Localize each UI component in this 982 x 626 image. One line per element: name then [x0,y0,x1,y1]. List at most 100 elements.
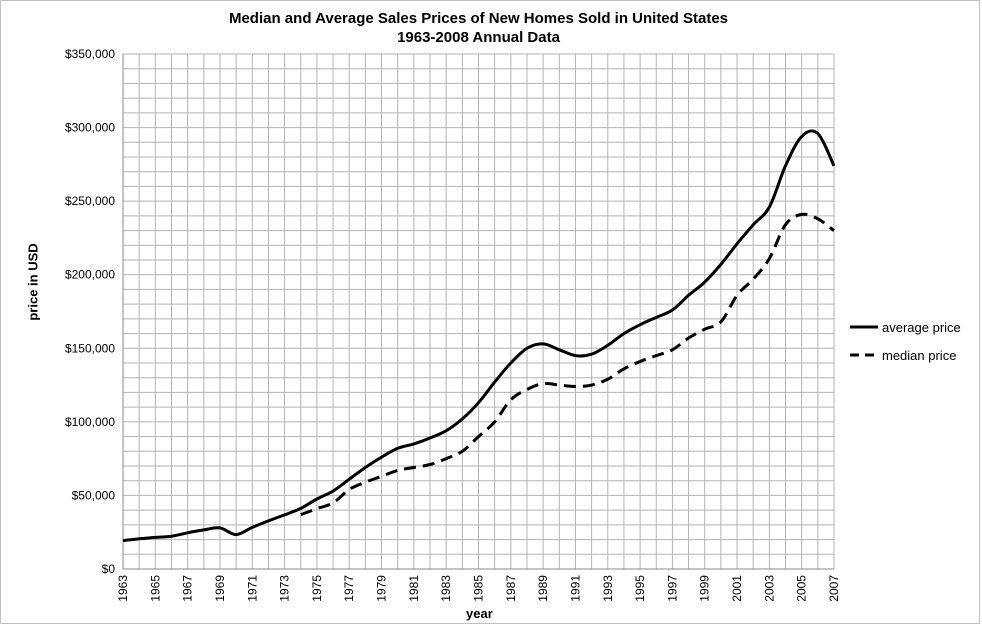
data-point-average [590,353,593,356]
data-point-average [170,535,173,538]
x-tick-label: 1997 [665,575,679,602]
y-tick-label: $0 [102,562,116,576]
data-point-median [833,229,836,232]
x-tick-label: 2001 [730,575,744,602]
y-tick-label: $250,000 [65,194,115,208]
x-tick-label: 1969 [213,575,227,602]
data-point-median [606,378,609,381]
data-point-average [412,442,415,445]
data-point-median [348,488,351,491]
data-point-median [299,513,302,516]
data-point-average [525,347,528,350]
x-tick-label: 2003 [762,575,776,602]
data-point-median [590,384,593,387]
data-point-median [493,420,496,423]
legend-label-median: median price [882,347,957,363]
data-point-average [202,528,205,531]
x-tick-label: 1995 [633,575,647,602]
data-point-average [267,519,270,522]
data-point-average [655,316,658,319]
data-point-average [816,132,819,135]
data-point-median [574,385,577,388]
data-point-average [332,490,335,493]
x-tick-label: 1979 [375,575,389,602]
data-point-average [315,497,318,500]
x-tick-label: 1965 [148,575,162,602]
y-tick-label: $150,000 [65,341,115,355]
x-tick-label: 1983 [439,575,453,602]
data-point-average [122,539,125,542]
data-point-median [509,398,512,401]
data-point-median [768,257,771,260]
data-point-average [768,206,771,209]
x-tick-label: 2005 [795,575,809,602]
data-point-average [719,263,722,266]
x-axis-label: year [466,606,493,621]
data-point-median [380,475,383,478]
legend-item-average: average price [850,317,961,337]
x-tick-label: 1981 [407,575,421,602]
y-tick-label: $100,000 [65,415,115,429]
data-point-average [186,531,189,534]
x-tick-label: 1985 [472,575,486,602]
data-point-median [332,501,335,504]
y-tick-label: $350,000 [65,47,115,61]
x-tick-label: 1999 [698,575,712,602]
data-point-average [833,164,836,167]
data-point-median [639,360,642,363]
data-point-median [752,278,755,281]
x-tick-label: 2007 [827,575,841,602]
data-point-average [380,456,383,459]
series-line-average-price [122,129,836,543]
data-point-median [816,217,819,220]
data-point-average [283,513,286,516]
data-point-average [461,417,464,420]
data-point-average [493,381,496,384]
x-tick-label: 1993 [601,575,615,602]
data-point-median [622,367,625,370]
data-point-median [461,450,464,453]
data-point-median [542,382,545,385]
data-point-average [218,526,221,529]
data-point-average [542,342,545,345]
data-point-average [622,332,625,335]
x-tick-label: 1973 [278,575,292,602]
legend-item-median: median price [850,345,956,365]
legend-swatch-median [850,353,878,357]
data-point-average [138,537,141,540]
y-tick-label: $200,000 [65,268,115,282]
x-tick-label: 1987 [504,575,518,602]
data-point-average [639,323,642,326]
data-point-average [784,164,787,167]
data-point-average [477,401,480,404]
data-point-average [364,466,367,469]
data-point-average [736,242,739,245]
data-point-median [719,320,722,323]
data-point-average [687,294,690,297]
y-tick-label: $300,000 [65,121,115,135]
data-point-median [315,507,318,510]
chart-title: Median and Average Sales Prices of New H… [228,10,729,27]
data-point-median [477,435,480,438]
series-line-median-price [300,212,835,517]
legend-swatch-average [850,325,878,329]
data-point-average [606,344,609,347]
chart-subtitle: 1963-2008 Annual Data [397,29,560,46]
data-point-average [445,429,448,432]
data-point-median [736,294,739,297]
data-point-median [364,481,367,484]
data-point-average [703,281,706,284]
x-tick-label: 1975 [310,575,324,602]
data-point-average [154,536,157,539]
data-point-average [800,135,803,138]
legend-label-average: average price [882,319,961,335]
data-point-median [687,336,690,339]
x-tick-label: 1971 [245,575,259,602]
data-point-median [703,328,706,331]
data-point-median [558,384,561,387]
data-point-median [784,223,787,226]
data-point-median [525,388,528,391]
x-tick-label: 1967 [181,575,195,602]
